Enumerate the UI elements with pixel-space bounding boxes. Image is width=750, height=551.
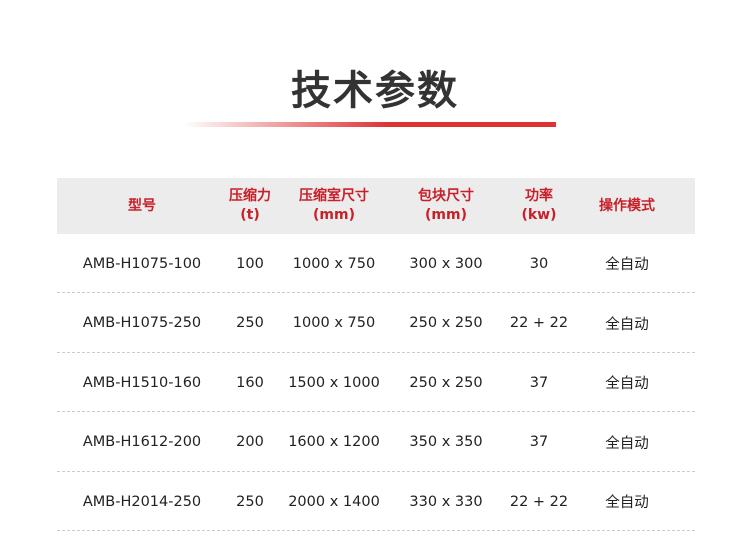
table-cell: 37 bbox=[529, 434, 549, 450]
table-cell: 37 bbox=[529, 374, 549, 391]
column-header: 操作模式 bbox=[599, 197, 655, 214]
table-cell: 1000 x 750 bbox=[292, 315, 376, 331]
table-cell: 250 x 250 bbox=[409, 315, 483, 331]
row-divider bbox=[57, 530, 695, 531]
table-cell: 全自动 bbox=[605, 316, 649, 333]
table-cell: 1000 x 750 bbox=[292, 255, 376, 272]
row-divider bbox=[57, 292, 695, 293]
table-cell: 2000 x 1400 bbox=[288, 493, 380, 510]
table-cell: AMB-H1612-200 bbox=[82, 434, 202, 450]
table-row: AMB-H1612-200 200 1600 x 1200 350 x 350 37 全自… bbox=[57, 413, 695, 472]
row-divider bbox=[57, 470, 695, 472]
table-cell: 200 bbox=[236, 434, 264, 450]
table-cell: AMB-H2014-250 bbox=[82, 493, 202, 510]
table-cell: 250 x 250 bbox=[409, 374, 483, 391]
column-header: 功率 (kw) bbox=[521, 188, 557, 223]
row-divider bbox=[57, 411, 695, 412]
table-cell: 全自动 bbox=[605, 435, 649, 452]
table-cell: AMB-H1510-160 bbox=[82, 374, 202, 391]
table-cell: 250 bbox=[236, 493, 264, 510]
table-row: AMB-H1075-250 250 1000 x 750 250 x 250 22 + … bbox=[57, 294, 695, 353]
column-header: 包块尺寸 (mm) bbox=[418, 188, 474, 223]
table-cell: 160 bbox=[236, 374, 264, 391]
table-cell: 全自动 bbox=[605, 376, 649, 392]
title-underline bbox=[183, 122, 556, 127]
column-header: 压缩力 (t) bbox=[229, 188, 271, 223]
table-cell: 22 + 22 bbox=[509, 493, 569, 510]
table-row: AMB-H1510-160 160 1500 x 1000 250 x 250 37 全自… bbox=[57, 353, 695, 412]
table-cell: 30 bbox=[529, 255, 549, 272]
table-cell: 250 bbox=[236, 315, 264, 331]
table-row: AMB-H2014-250 250 2000 x 1400 330 x 330 22 +… bbox=[57, 472, 695, 531]
table-cell: 1500 x 1000 bbox=[288, 374, 380, 391]
table-cell: 全自动 bbox=[605, 257, 649, 273]
table-cell: 350 x 350 bbox=[409, 434, 483, 450]
table-row: AMB-H1075-100 100 1000 x 750 300 x 300 30 全自动 bbox=[57, 234, 695, 293]
table-cell: AMB-H1075-100 bbox=[82, 255, 202, 272]
table-cell: 330 x 330 bbox=[409, 493, 483, 510]
table-cell: 100 bbox=[236, 255, 264, 272]
column-header: 型号 bbox=[128, 197, 156, 214]
row-divider bbox=[57, 351, 695, 353]
column-header: 压缩室尺寸 (mm) bbox=[299, 188, 369, 223]
table-cell: 22 + 22 bbox=[509, 315, 569, 331]
table-header bbox=[57, 178, 695, 234]
table-cell: 300 x 300 bbox=[409, 255, 483, 272]
table-cell: AMB-H1075-250 bbox=[82, 315, 202, 331]
table-cell: 1600 x 1200 bbox=[288, 434, 380, 450]
page-title: 技术参数 bbox=[291, 68, 459, 114]
table-cell: 全自动 bbox=[605, 495, 649, 511]
